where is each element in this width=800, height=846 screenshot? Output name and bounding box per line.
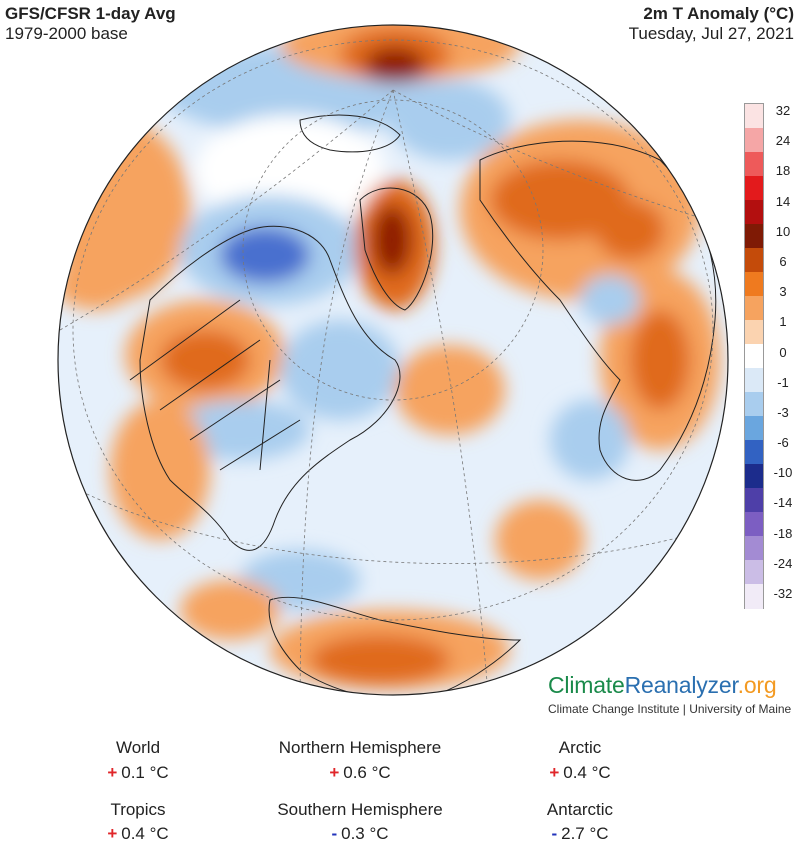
legend-tick-label: 24	[775, 133, 791, 149]
legend-swatch	[745, 536, 763, 561]
legend-tick-label: 10	[775, 223, 791, 239]
brand-part-reanalyzer: Reanalyzer	[624, 672, 738, 698]
stat-antarctic-number: 2.7 °C	[561, 824, 609, 843]
legend-swatch	[745, 416, 763, 441]
color-scale-legend	[744, 103, 764, 609]
stat-sh-value: -0.3 °C	[250, 824, 470, 844]
legend-tick-label: 1	[779, 314, 787, 330]
legend-swatch	[745, 152, 763, 177]
stat-arctic-value: +0.4 °C	[470, 763, 690, 783]
legend-swatch	[745, 200, 763, 225]
date-label: Tuesday, Jul 27, 2021	[628, 24, 794, 43]
stat-antarctic-value: -2.7 °C	[470, 824, 690, 844]
legend-swatch	[745, 368, 763, 393]
stat-antarctic-name: Antarctic	[546, 800, 614, 819]
legend-tick-label: -18	[773, 525, 793, 541]
legend-swatch	[745, 104, 763, 129]
coastlines	[129, 114, 717, 695]
legend-swatch	[745, 584, 763, 609]
legend-swatch	[745, 560, 763, 585]
stat-tropics-name: Tropics	[110, 800, 166, 819]
stat-world-number: 0.1 °C	[121, 763, 169, 782]
legend-swatch	[745, 392, 763, 417]
stat-arctic-name: Arctic	[558, 738, 602, 757]
legend-tick-label: -14	[773, 495, 793, 511]
anomaly-map[interactable]	[0, 0, 800, 720]
stat-world-sign: +	[107, 763, 118, 782]
legend-swatch	[745, 512, 763, 537]
model-title: GFS/CFSR 1-day Avg	[5, 4, 176, 23]
stat-sh-name: Southern Hemisphere	[277, 800, 443, 819]
stat-tropics-number: 0.4 °C	[121, 824, 169, 843]
legend-swatch	[745, 128, 763, 153]
legend-tick-label: 3	[779, 284, 787, 300]
stat-tropics-value: +0.4 °C	[28, 824, 248, 844]
legend-tick-label: 14	[775, 193, 791, 209]
stat-sh-sign: -	[331, 824, 338, 843]
stat-sh-number: 0.3 °C	[341, 824, 389, 843]
legend-tick-label: -6	[777, 435, 789, 451]
legend-tick-label: -32	[773, 586, 793, 601]
legend-tick-label: -24	[773, 555, 793, 571]
brand-logo[interactable]: ClimateReanalyzer.org	[548, 672, 777, 699]
legend-swatch	[745, 272, 763, 297]
stat-nh-sign: +	[329, 763, 340, 782]
legend-swatch	[745, 224, 763, 249]
stat-nh-number: 0.6 °C	[343, 763, 391, 782]
legend-swatch	[745, 296, 763, 321]
baseline-period: 1979-2000 base	[5, 24, 128, 43]
legend-tick-label: -1	[777, 374, 789, 390]
variable-title: 2m T Anomaly (°C)	[643, 4, 794, 23]
institute-credit: Climate Change Institute | University of…	[548, 702, 792, 716]
legend-tick-label: -3	[777, 404, 789, 420]
legend-swatch	[745, 344, 763, 369]
legend-tick-label: 32	[775, 103, 791, 118]
brand-part-climate: Climate	[548, 672, 625, 698]
globe-svg	[57, 24, 729, 696]
legend-tick-label: 6	[779, 253, 787, 269]
stat-world-value: +0.1 °C	[28, 763, 248, 783]
legend-swatch	[745, 176, 763, 201]
stat-arctic-number: 0.4 °C	[563, 763, 611, 782]
legend-swatch	[745, 440, 763, 465]
legend-tick-label: -10	[773, 465, 793, 481]
legend-swatch	[745, 488, 763, 513]
legend-tick-label: 0	[779, 344, 787, 360]
stat-antarctic-sign: -	[551, 824, 558, 843]
stat-arctic-sign: +	[549, 763, 560, 782]
legend-swatch	[745, 464, 763, 489]
legend-swatch	[745, 320, 763, 345]
stat-nh-name: Northern Hemisphere	[278, 738, 442, 757]
stat-nh-value: +0.6 °C	[250, 763, 470, 783]
legend-swatch	[745, 248, 763, 273]
globe-outline	[57, 24, 729, 696]
legend-tick-label: 18	[775, 163, 791, 179]
stat-tropics-sign: +	[107, 824, 118, 843]
brand-part-org: .org	[737, 672, 777, 698]
stat-world-name: World	[115, 738, 161, 757]
